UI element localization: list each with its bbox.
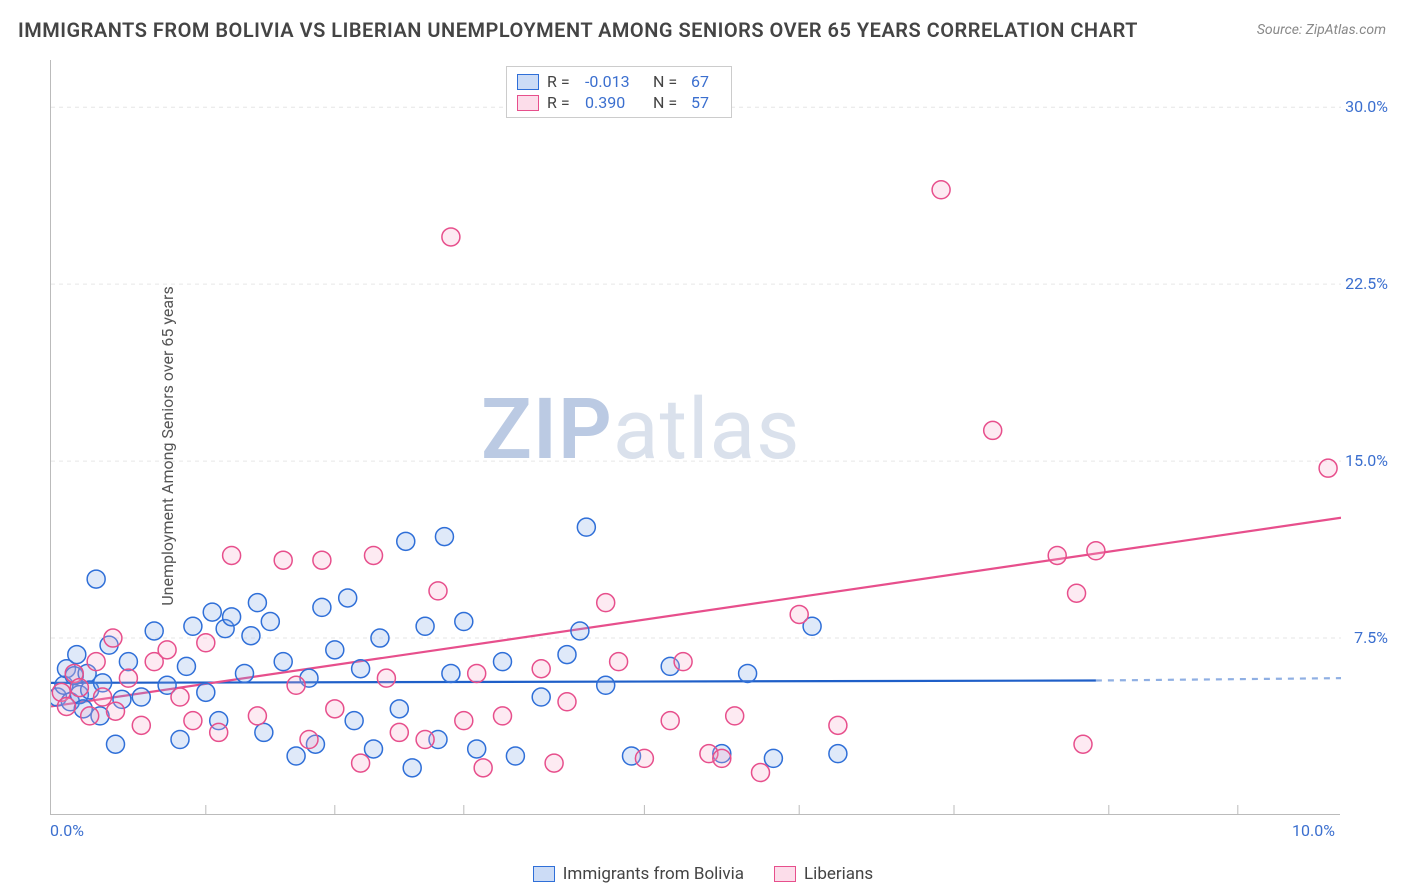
legend-item-bolivia: Immigrants from Bolivia	[533, 864, 744, 884]
y-tick-label: 15.0%	[1345, 451, 1388, 470]
r-label: R =	[547, 72, 577, 91]
y-tick-label: 22.5%	[1345, 274, 1388, 293]
series-legend: Immigrants from Bolivia Liberians	[0, 864, 1406, 884]
chart-container: IMMIGRANTS FROM BOLIVIA VS LIBERIAN UNEM…	[0, 0, 1406, 892]
x-tick-label: 10.0%	[1292, 821, 1335, 840]
n-value-liberians: 57	[691, 93, 721, 112]
plot-area: ZIPatlas R = -0.013 N = 67 R = 0.390 N =…	[50, 60, 1340, 815]
r-value-bolivia: -0.013	[585, 72, 645, 91]
legend-swatch-liberians	[774, 866, 796, 882]
legend-item-liberians: Liberians	[774, 864, 873, 884]
r-value-liberians: 0.390	[585, 93, 645, 112]
n-label: N =	[653, 93, 683, 112]
chart-title: IMMIGRANTS FROM BOLIVIA VS LIBERIAN UNEM…	[18, 18, 1138, 42]
n-label: N =	[653, 72, 683, 91]
y-tick-label: 7.5%	[1354, 628, 1388, 647]
y-tick-label: 30.0%	[1345, 97, 1388, 116]
legend-row-liberians: R = 0.390 N = 57	[517, 92, 721, 113]
n-value-bolivia: 67	[691, 72, 721, 91]
scatter-svg	[51, 60, 1341, 815]
r-label: R =	[547, 93, 577, 112]
source-attribution: Source: ZipAtlas.com	[1257, 22, 1386, 38]
correlation-legend: R = -0.013 N = 67 R = 0.390 N = 57	[506, 66, 732, 118]
legend-label-liberians: Liberians	[804, 864, 873, 884]
legend-row-bolivia: R = -0.013 N = 67	[517, 71, 721, 92]
legend-swatch-bolivia	[517, 74, 539, 90]
legend-swatch-liberians	[517, 95, 539, 111]
legend-label-bolivia: Immigrants from Bolivia	[563, 864, 744, 884]
legend-swatch-bolivia	[533, 866, 555, 882]
x-tick-label: 0.0%	[50, 821, 84, 840]
